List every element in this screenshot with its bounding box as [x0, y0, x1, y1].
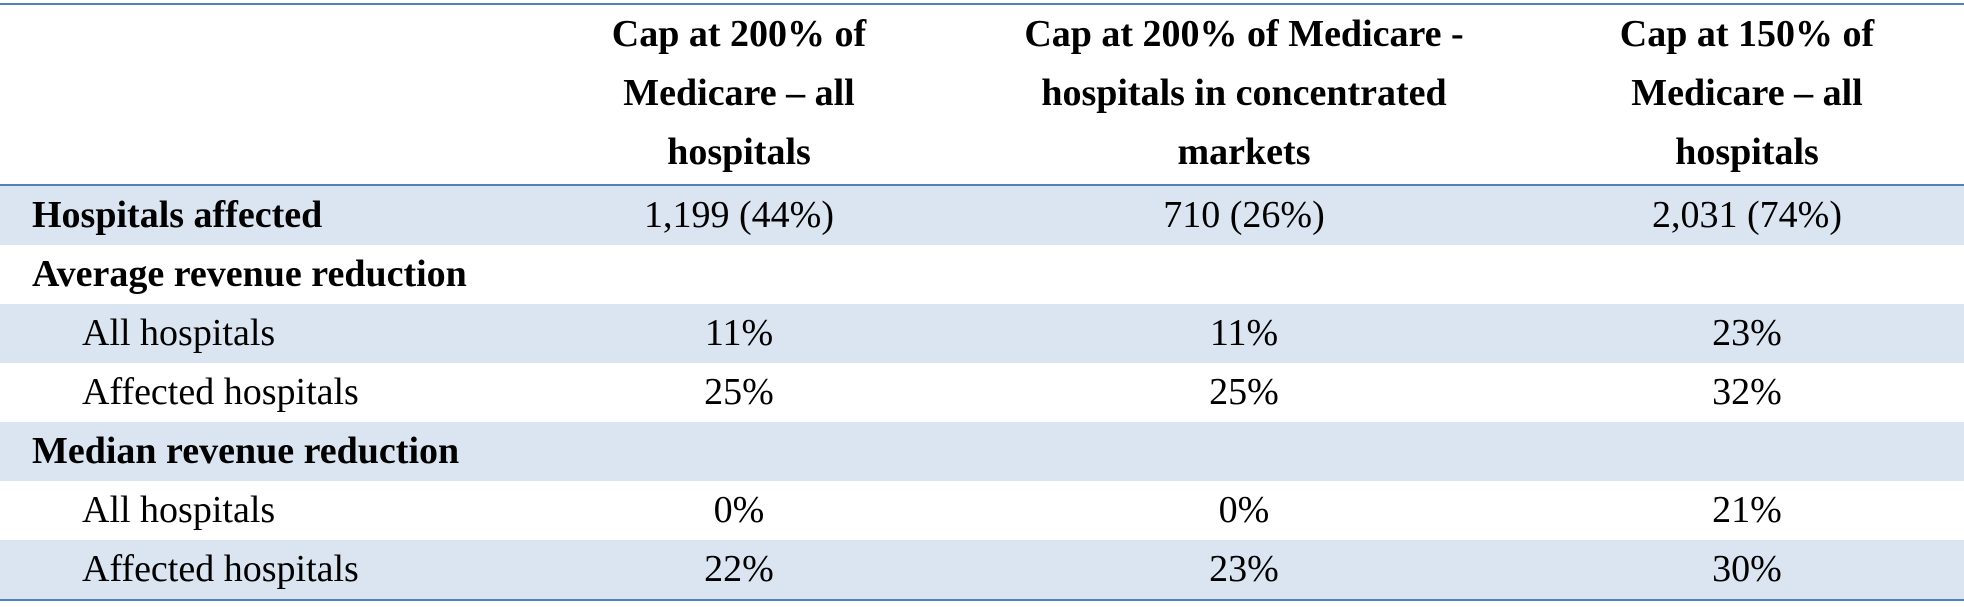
table-row: All hospitals 11% 11% 23%	[0, 304, 1964, 363]
value-cell: 32%	[1712, 371, 1782, 413]
column-header: Cap at 150% of Medicare – all hospitals	[1530, 4, 1964, 185]
table-header: Cap at 200% of Medicare – all hospitals C…	[0, 4, 1964, 185]
value-cell: 11%	[704, 312, 774, 354]
value-cell: 2,031 (74%)	[1652, 194, 1842, 236]
column-header-text: Cap at 150% of Medicare – all hospitals	[1619, 13, 1875, 173]
value-cell: 0%	[1218, 489, 1270, 531]
value-cell: 22%	[704, 548, 774, 590]
value-cell: 25%	[704, 371, 774, 413]
row-label: Affected hospitals	[82, 371, 359, 413]
column-header-text: Cap at 200% of Medicare – all hospitals	[611, 13, 867, 173]
value-cell: 21%	[1712, 489, 1782, 531]
empty-cell	[520, 245, 958, 304]
value-cell: 25%	[1209, 371, 1279, 413]
row-label: Median revenue reduction	[32, 430, 460, 472]
value-cell: 710 (26%)	[1163, 194, 1325, 236]
value-cell: 0%	[713, 489, 765, 531]
header-row: Cap at 200% of Medicare – all hospitals C…	[0, 4, 1964, 185]
row-label: All hospitals	[82, 489, 276, 531]
empty-cell	[520, 422, 958, 481]
results-table: Cap at 200% of Medicare – all hospitals C…	[0, 3, 1964, 601]
empty-cell	[958, 245, 1530, 304]
empty-cell	[958, 422, 1530, 481]
row-label: Average revenue reduction	[32, 253, 467, 295]
table-row: Median revenue reduction	[0, 422, 1964, 481]
value-cell: 11%	[1209, 312, 1279, 354]
empty-cell	[1530, 245, 1964, 304]
row-label: All hospitals	[82, 312, 276, 354]
empty-cell	[1530, 422, 1964, 481]
table-row: Affected hospitals 25% 25% 32%	[0, 363, 1964, 422]
row-label: Affected hospitals	[82, 548, 359, 590]
column-header: Cap at 200% of Medicare – all hospitals	[520, 4, 958, 185]
table-row: Average revenue reduction	[0, 245, 1964, 304]
table-row: Affected hospitals 22% 23% 30%	[0, 540, 1964, 600]
table-row: Hospitals affected 1,199 (44%) 710 (26%) 2,…	[0, 185, 1964, 245]
table-row: All hospitals 0% 0% 21%	[0, 481, 1964, 540]
row-label: Hospitals affected	[32, 194, 323, 236]
value-cell: 1,199 (44%)	[644, 194, 834, 236]
corner-cell	[0, 4, 520, 185]
value-cell: 30%	[1712, 548, 1782, 590]
value-cell: 23%	[1712, 312, 1782, 354]
column-header: Cap at 200% of Medicare - hospitals in c…	[958, 4, 1530, 185]
table-body: Hospitals affected 1,199 (44%) 710 (26%) 2,…	[0, 185, 1964, 600]
value-cell: 23%	[1209, 548, 1279, 590]
page: Cap at 200% of Medicare – all hospitals C…	[0, 3, 1964, 607]
column-header-text: Cap at 200% of Medicare - hospitals in c…	[1024, 13, 1464, 173]
